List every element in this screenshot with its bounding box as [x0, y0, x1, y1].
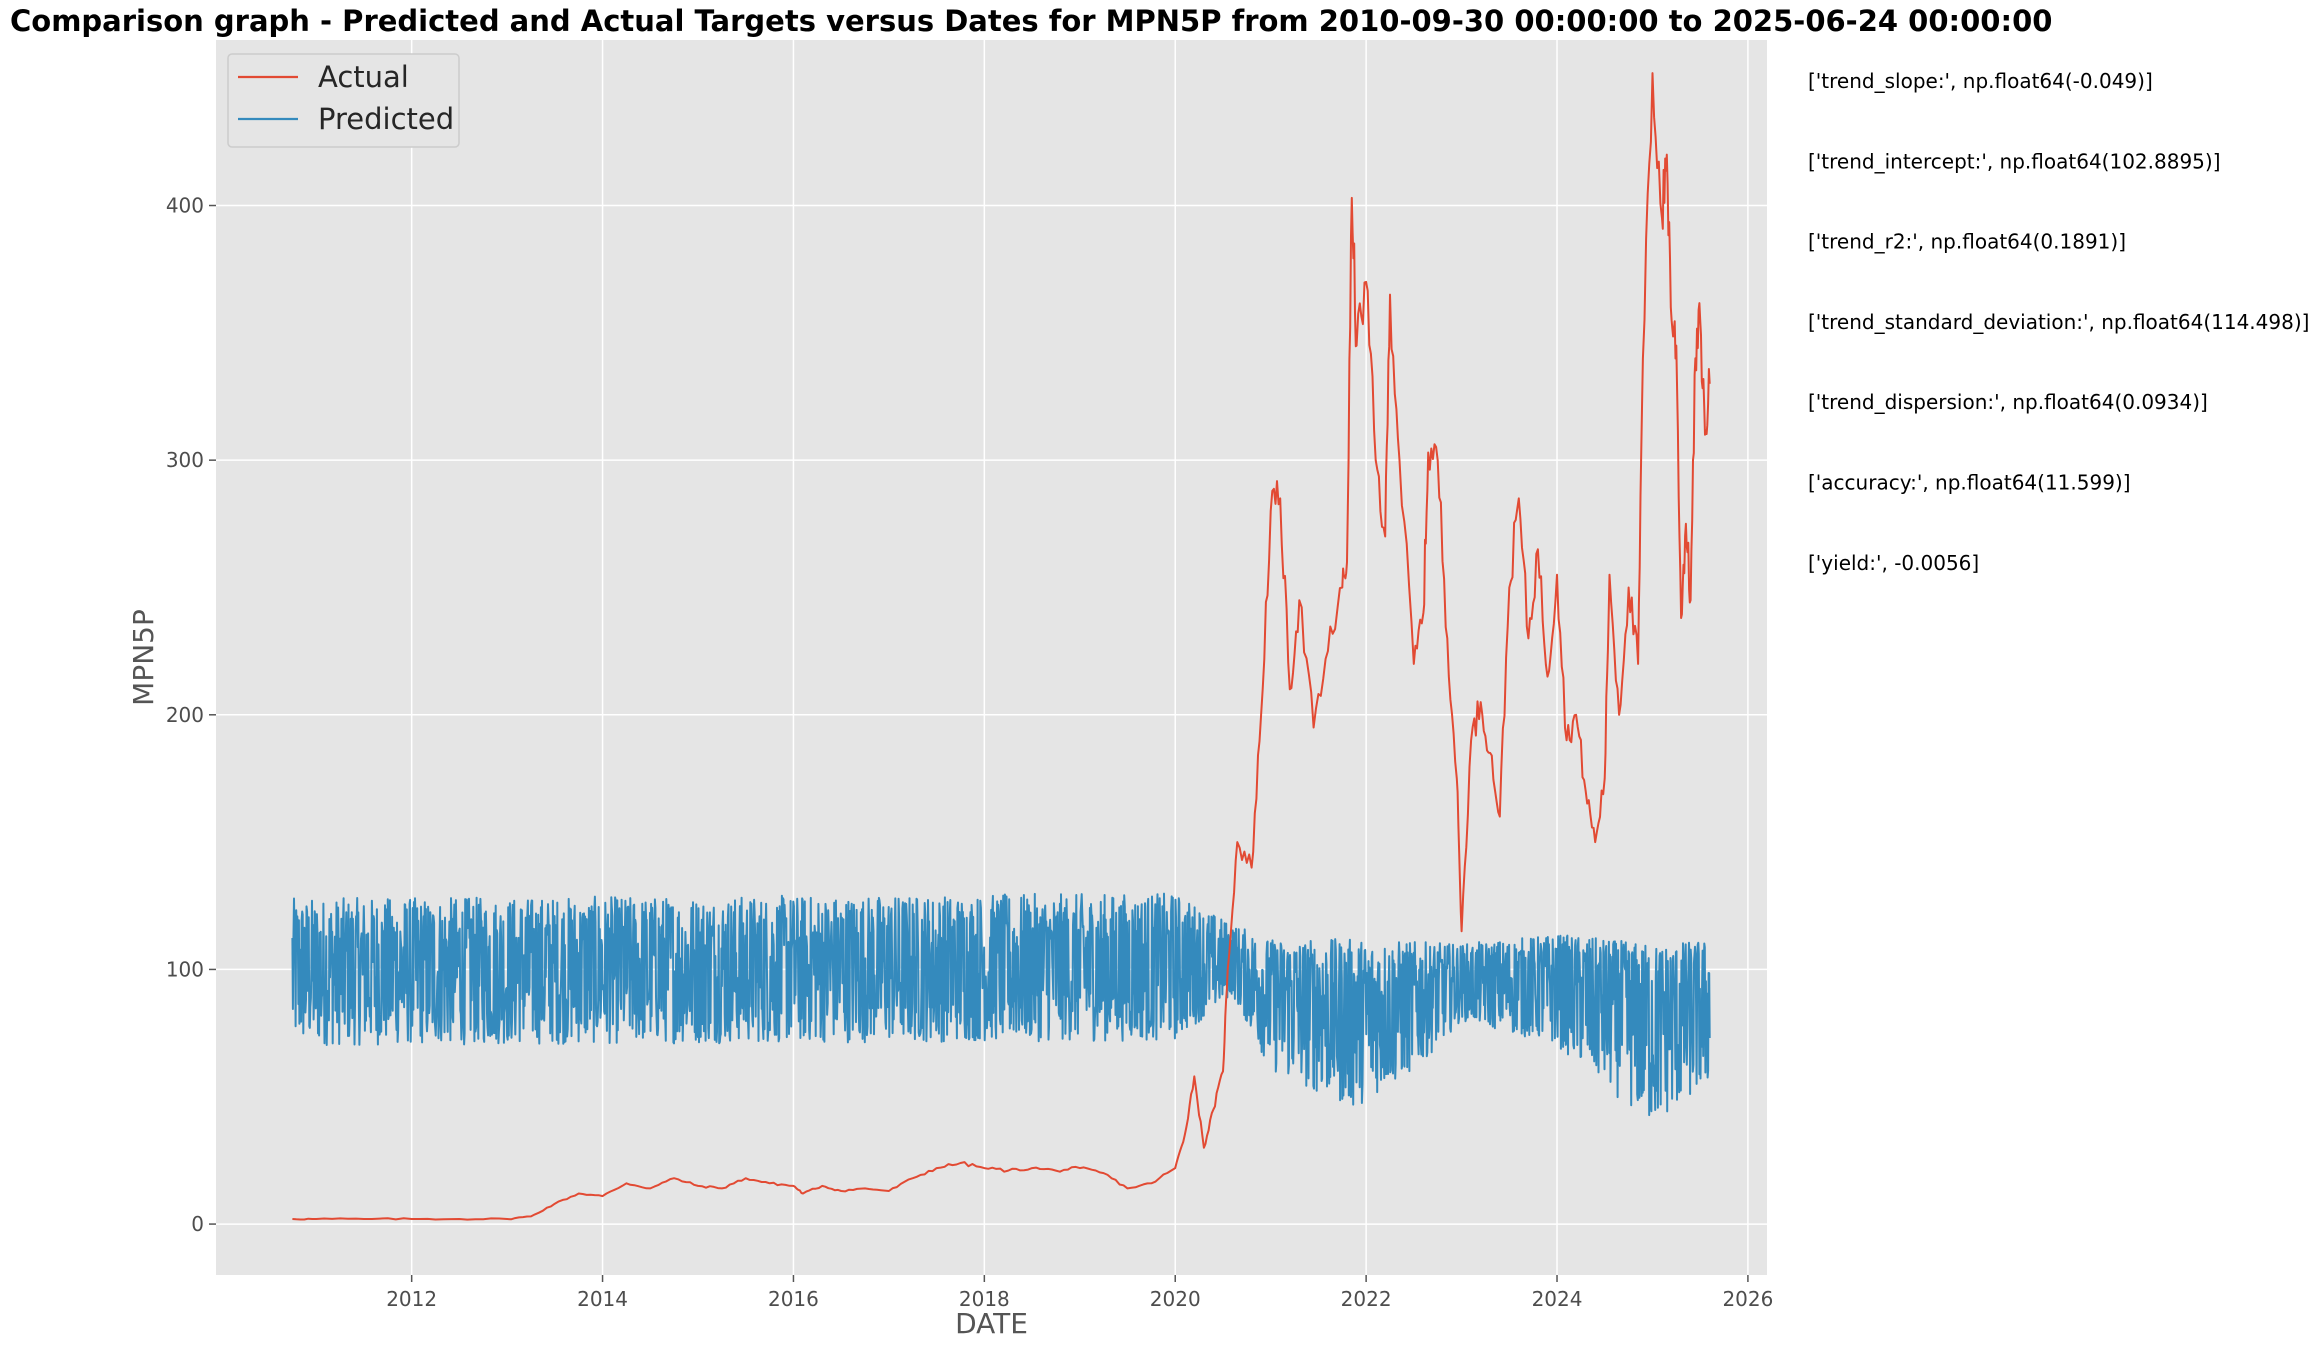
- y-tick-label: 100: [166, 957, 204, 981]
- y-tick-label: 0: [191, 1212, 204, 1236]
- series-lines: [291, 72, 1711, 1221]
- series-line-predicted: [291, 892, 1711, 1117]
- metric-annotation: ['trend_slope:', np.float64(-0.049)]: [1808, 69, 2153, 93]
- y-tick-label: 300: [166, 448, 204, 472]
- legend-label-actual: Actual: [318, 60, 409, 94]
- legend: Actual Predicted: [227, 53, 460, 148]
- x-tick-label: 2024: [1532, 1287, 1583, 1311]
- y-tick-label: 200: [166, 703, 204, 727]
- x-tick-label: 2018: [959, 1287, 1010, 1311]
- x-axis-label: DATE: [955, 1307, 1028, 1340]
- x-tick-label: 2022: [1341, 1287, 1392, 1311]
- series-line-actual: [292, 72, 1711, 1221]
- y-axis-ticks: 0 100 200 300 400: [166, 194, 216, 1236]
- y-tick-label: 400: [166, 194, 204, 218]
- metric-annotation: ['accuracy:', np.float64(11.599)]: [1808, 471, 2131, 495]
- metric-annotation: ['trend_dispersion:', np.float64(0.0934)…: [1808, 390, 2208, 414]
- metric-annotation: ['yield:', -0.0056]: [1808, 551, 1979, 575]
- legend-label-predicted: Predicted: [318, 102, 454, 136]
- x-tick-label: 2020: [1150, 1287, 1201, 1311]
- chart-title: Comparison graph - Predicted and Actual …: [10, 4, 2052, 38]
- y-axis-label: MPN5P: [127, 609, 160, 706]
- plot-area: [216, 40, 1767, 1275]
- metric-annotation: ['trend_intercept:', np.float64(102.8895…: [1808, 149, 2221, 173]
- x-axis-ticks: 2012 2014 2016 2018 2020 2022 2024 2026: [386, 1275, 1773, 1311]
- x-tick-label: 2016: [768, 1287, 819, 1311]
- x-tick-label: 2014: [577, 1287, 628, 1311]
- metric-annotation: ['trend_r2:', np.float64(0.1891)]: [1808, 230, 2126, 254]
- x-tick-label: 2012: [386, 1287, 437, 1311]
- x-tick-label: 2026: [1722, 1287, 1773, 1311]
- metric-annotation: ['trend_standard_deviation:', np.float64…: [1808, 310, 2309, 334]
- metrics-annotations: ['trend_slope:', np.float64(-0.049)] ['tr…: [1808, 69, 2309, 575]
